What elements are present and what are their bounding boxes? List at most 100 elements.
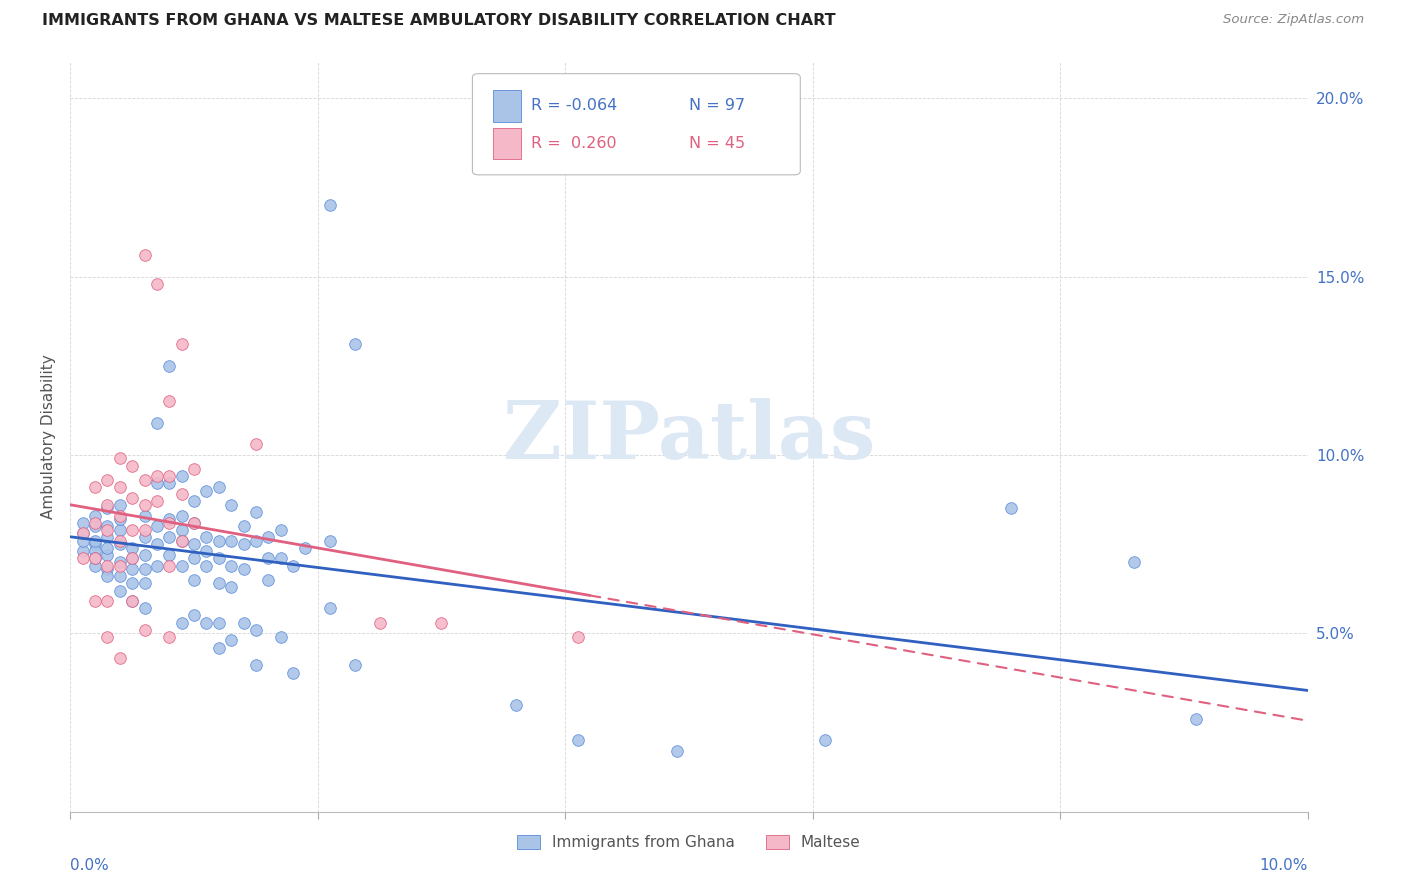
Point [96,630,118,644]
Point [208,640,231,655]
Point [219,580,242,594]
Point [343,337,366,351]
Point [195,530,218,544]
Point [1185,712,1208,726]
Point [72,544,94,558]
Point [134,523,156,537]
Point [134,473,156,487]
Point [96,473,118,487]
Point [72,526,94,541]
Point [270,523,292,537]
Point [170,337,193,351]
Point [208,615,231,630]
Point [134,498,156,512]
Point [319,601,342,615]
Point [232,537,254,551]
Point [814,733,837,747]
Point [146,537,169,551]
Point [134,248,156,262]
Point [170,487,193,501]
Point [108,508,131,523]
Point [219,558,242,573]
Point [183,573,205,587]
Point [157,476,180,491]
Point [134,548,156,562]
Point [84,480,107,494]
Point [121,594,143,608]
Point [281,558,304,573]
Point [157,558,180,573]
Point [84,516,107,530]
Point [108,451,131,466]
Point [430,615,453,630]
Point [121,562,143,576]
Point [368,615,391,630]
Text: ZIPatlas: ZIPatlas [503,398,875,476]
Point [257,530,280,544]
Point [96,558,118,573]
Point [343,658,366,673]
Point [257,573,280,587]
Point [567,733,589,747]
Point [170,615,193,630]
Point [157,512,180,526]
Point [146,558,169,573]
Text: 10.0%: 10.0% [1260,858,1308,873]
Point [183,537,205,551]
Point [108,523,131,537]
Point [245,533,267,548]
Point [134,601,156,615]
Point [245,437,267,451]
Point [157,630,180,644]
Point [245,505,267,519]
Point [1000,501,1022,516]
Point [183,494,205,508]
Point [134,530,156,544]
Point [505,698,527,712]
Point [157,530,180,544]
Point [183,516,205,530]
Point [134,576,156,591]
Point [219,498,242,512]
Point [72,526,94,541]
Point [96,530,118,544]
Point [219,633,242,648]
Point [319,533,342,548]
Point [108,480,131,494]
Point [146,494,169,508]
Point [108,583,131,598]
Point [108,498,131,512]
Point [72,551,94,566]
Point [219,533,242,548]
Point [84,558,107,573]
Point [108,569,131,583]
Point [170,469,193,483]
Point [108,537,131,551]
Point [96,498,118,512]
Point [146,519,169,533]
Point [84,508,107,523]
Point [183,551,205,566]
Point [170,508,193,523]
Point [134,623,156,637]
Point [96,501,118,516]
Text: R = -0.064: R = -0.064 [530,98,617,113]
Point [108,558,131,573]
Text: Source: ZipAtlas.com: Source: ZipAtlas.com [1223,13,1364,27]
Point [121,491,143,505]
Point [208,533,231,548]
Point [96,548,118,562]
Point [665,744,688,758]
Point [170,523,193,537]
Point [232,615,254,630]
Point [84,551,107,566]
FancyBboxPatch shape [472,74,800,175]
Point [567,630,589,644]
Point [183,608,205,623]
Point [108,555,131,569]
Text: N = 45: N = 45 [689,136,745,151]
Point [170,558,193,573]
Point [245,658,267,673]
Point [72,516,94,530]
Point [84,519,107,533]
